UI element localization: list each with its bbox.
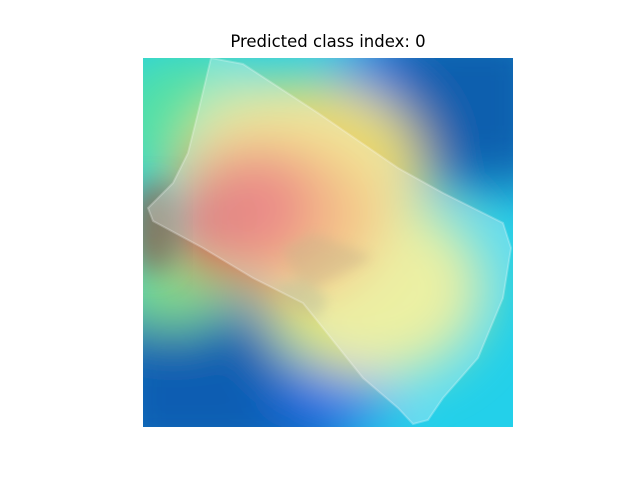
- plot-title: Predicted class index: 0: [230, 32, 426, 51]
- heatmap-overlay-image: [143, 58, 513, 427]
